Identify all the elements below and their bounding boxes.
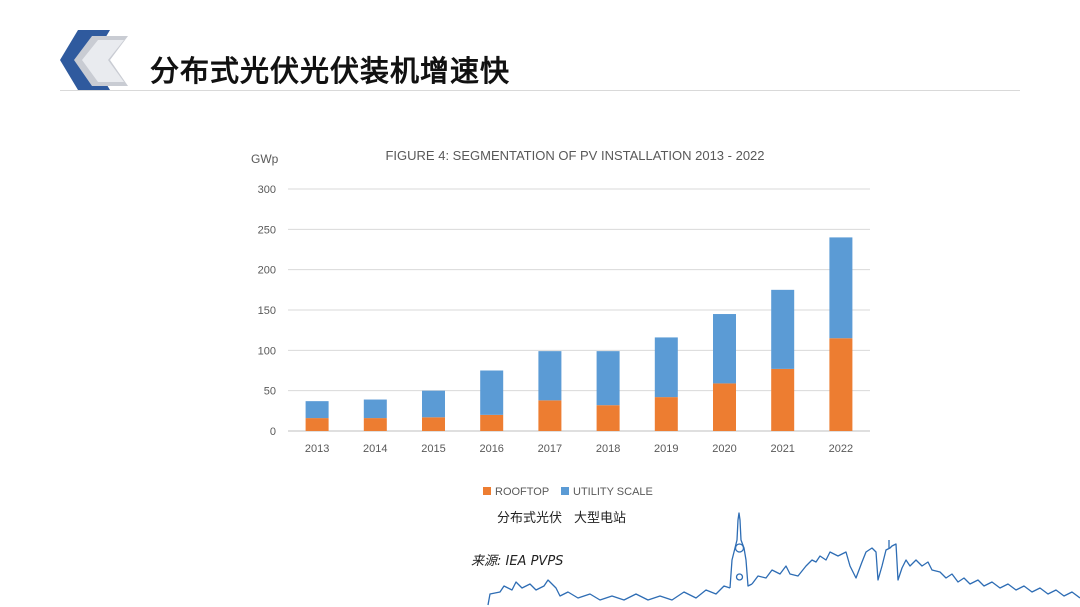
bars: [305, 237, 853, 431]
x-tick-label: 2013: [305, 443, 329, 455]
bar-utility-2020: [713, 314, 736, 384]
bar-utility-2022: [829, 237, 853, 339]
bar-utility-2021: [771, 289, 795, 369]
y-tick-label: 150: [258, 305, 276, 317]
bar-utility-2017: [538, 351, 562, 401]
legend-swatch-utility: [561, 487, 569, 495]
legend-label-utility: UTILITY SCALE: [573, 486, 653, 498]
subcaption-utility: 大型电站: [574, 511, 627, 526]
slide-title: 分布式光伏光伏装机增速快: [150, 54, 511, 88]
bar-rooftop-2020: [713, 383, 736, 431]
y-tick-labels: 0 50 100 150 200 250 300: [258, 184, 276, 438]
x-tick-label: 2022: [829, 443, 853, 455]
source-note: 来源: IEA PVPS: [471, 554, 564, 569]
x-tick-label: 2018: [596, 443, 620, 455]
x-tick-label: 2021: [770, 443, 794, 455]
bar-utility-2016: [480, 370, 504, 415]
legend-label-rooftop: ROOFTOP: [495, 486, 549, 498]
x-tick-label: 2016: [479, 443, 503, 455]
x-tick-label: 2014: [363, 443, 387, 455]
bar-utility-2015: [422, 390, 445, 418]
subcaption-distributed: 分布式光伏: [497, 511, 563, 526]
x-tick-label: 2019: [654, 443, 678, 455]
bar-rooftop-2018: [596, 405, 620, 431]
bar-utility-2013: [305, 401, 329, 419]
x-tick-label: 2015: [421, 443, 445, 455]
legend-swatch-rooftop: [483, 487, 491, 495]
bar-rooftop-2017: [538, 400, 562, 431]
bar-rooftop-2013: [305, 418, 329, 431]
bar-rooftop-2015: [422, 417, 445, 431]
bar-utility-2014: [363, 399, 387, 419]
y-axis-label: GWp: [251, 152, 279, 166]
bar-rooftop-2022: [829, 338, 853, 431]
y-tick-label: 300: [258, 184, 276, 196]
y-tick-label: 100: [258, 345, 276, 357]
title-divider: [60, 90, 1020, 91]
bar-rooftop-2019: [654, 397, 678, 431]
y-tick-label: 250: [258, 224, 276, 236]
chart-subcaption: 分布式光伏 大型电站: [497, 507, 626, 526]
y-tick-label: 0: [270, 426, 276, 438]
legend: ROOFTOP UTILITY SCALE: [483, 486, 653, 498]
bar-utility-2018: [596, 351, 620, 406]
y-tick-label: 200: [258, 265, 276, 277]
x-tick-labels: 2013 2014 2015 2016 2017 2018 2019 2020 2021 2022: [305, 443, 853, 455]
bar-rooftop-2016: [480, 414, 504, 431]
chart: FIGURE 4: SEGMENTATION OF PV INSTALLATIO…: [251, 148, 870, 498]
chart-title: FIGURE 4: SEGMENTATION OF PV INSTALLATIO…: [385, 148, 764, 163]
x-tick-label: 2017: [538, 443, 562, 455]
bar-rooftop-2021: [771, 368, 795, 431]
bar-rooftop-2014: [363, 418, 387, 431]
y-tick-label: 50: [264, 386, 276, 398]
logo-icon: [60, 30, 128, 90]
bar-utility-2019: [654, 337, 678, 398]
x-tick-label: 2020: [712, 443, 736, 455]
